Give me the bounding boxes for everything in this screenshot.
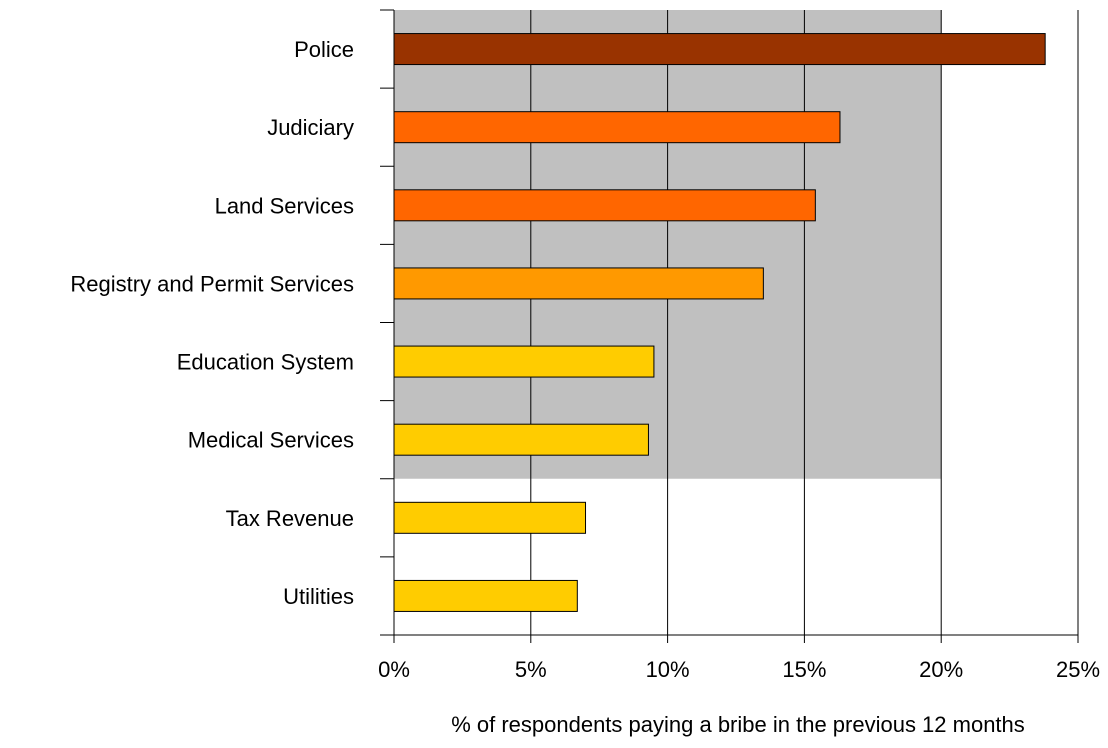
category-label: Land Services <box>215 193 354 218</box>
category-label: Police <box>294 37 354 62</box>
category-label-layer: Police Judiciary Land Services Registry and… <box>70 37 354 609</box>
x-tick-label: 25% <box>1056 657 1100 682</box>
bar <box>393 345 655 378</box>
category-label: Judiciary <box>267 115 354 140</box>
x-tick-label: 5% <box>515 657 547 682</box>
bar-layer <box>393 33 1046 612</box>
bar <box>393 189 816 222</box>
bar <box>393 111 841 144</box>
category-label: Registry and Permit Services <box>70 271 354 296</box>
x-tick-label: 15% <box>782 657 826 682</box>
tick-label-layer: 0% 5% 10% 15% 20% 25% <box>378 657 1100 682</box>
bar <box>393 423 649 456</box>
x-tick-label: 20% <box>919 657 963 682</box>
category-label: Medical Services <box>188 428 354 453</box>
category-label: Utilities <box>283 584 354 609</box>
x-tick-label: 0% <box>378 657 410 682</box>
x-tick-label: 10% <box>646 657 690 682</box>
category-label: Education System <box>177 350 354 375</box>
bar <box>393 579 578 612</box>
x-axis-title: % of respondents paying a bribe in the p… <box>451 712 1025 737</box>
category-label: Tax Revenue <box>226 506 354 531</box>
bar <box>393 267 764 300</box>
bar <box>393 33 1046 66</box>
bar <box>393 501 587 534</box>
